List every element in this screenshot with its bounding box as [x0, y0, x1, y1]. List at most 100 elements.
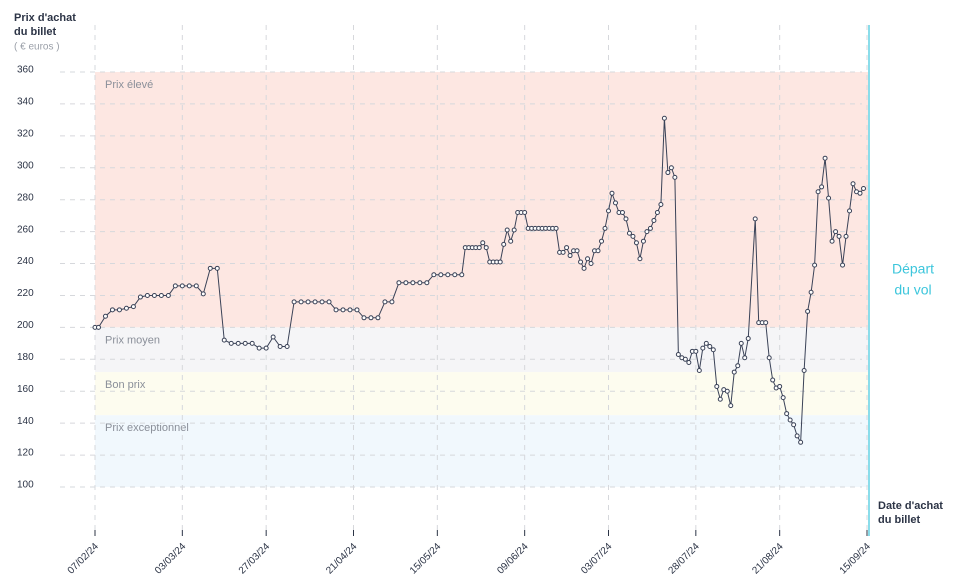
price-point: [780, 395, 786, 401]
price-point: [298, 299, 304, 305]
price-point: [235, 340, 241, 346]
price-point: [763, 320, 769, 326]
price-point: [501, 241, 507, 247]
price-point: [626, 230, 632, 236]
x-tick-label: 15/05/24: [408, 541, 444, 577]
price-point: [312, 299, 318, 305]
price-point: [717, 396, 723, 402]
price-point: [284, 344, 290, 350]
price-point: [585, 256, 591, 262]
price-point: [710, 347, 716, 353]
price-point: [522, 209, 528, 215]
price-point: [675, 352, 681, 358]
price-point: [305, 299, 311, 305]
price-point: [707, 344, 713, 350]
price-point: [200, 291, 206, 297]
x-tick-label: 21/08/24: [750, 541, 786, 577]
band-label: Prix élevé: [105, 79, 153, 91]
price-point: [661, 115, 667, 121]
price-point: [826, 195, 832, 201]
price-point: [847, 208, 853, 214]
price-point: [270, 334, 276, 340]
y-tick-label: 360: [17, 65, 34, 76]
price-point: [693, 348, 699, 354]
y-tick-label: 180: [17, 352, 34, 363]
price-point: [843, 233, 849, 239]
price-point: [777, 383, 783, 389]
y-tick-label: 240: [17, 256, 34, 267]
price-point: [833, 229, 839, 235]
price-point: [791, 422, 797, 428]
price-point: [609, 190, 615, 196]
y-tick-label: 260: [17, 224, 34, 235]
price-point: [431, 272, 437, 278]
y-tick-label: 280: [17, 192, 34, 203]
price-point: [403, 280, 409, 286]
price-band: [95, 327, 868, 373]
price-point: [745, 336, 751, 342]
price-point: [766, 355, 772, 361]
price-point: [560, 249, 566, 255]
y-axis-title: du billet: [14, 26, 57, 38]
x-tick-label: 03/03/24: [153, 541, 189, 577]
price-point: [801, 367, 807, 373]
price-point: [256, 345, 262, 351]
price-point: [504, 227, 510, 233]
price-point: [798, 439, 804, 445]
price-point: [277, 344, 283, 350]
price-point: [445, 272, 451, 278]
price-point: [682, 356, 688, 362]
y-tick-label: 220: [17, 288, 34, 299]
price-point: [123, 305, 129, 311]
price-point: [165, 292, 171, 298]
price-point: [612, 200, 618, 206]
price-point: [396, 280, 402, 286]
y-tick-label: 300: [17, 160, 34, 171]
price-point: [228, 340, 234, 346]
price-band: [95, 372, 868, 416]
price-point: [700, 345, 706, 351]
price-point: [686, 360, 692, 365]
price-point: [207, 265, 213, 271]
price-point: [214, 265, 220, 271]
price-point: [714, 383, 720, 389]
y-tick-label: 120: [17, 448, 34, 459]
price-point: [151, 292, 157, 298]
price-point: [137, 294, 143, 300]
price-point: [326, 299, 332, 305]
price-point: [595, 248, 601, 254]
price-point: [647, 225, 653, 231]
price-point: [291, 299, 297, 305]
price-point: [819, 184, 825, 190]
price-point: [130, 304, 136, 310]
price-point: [497, 259, 503, 265]
price-point: [654, 209, 660, 215]
y-tick-label: 340: [17, 97, 34, 108]
x-tick-label: 09/06/24: [495, 541, 531, 577]
price-point: [574, 248, 580, 254]
price-point: [812, 262, 818, 268]
price-point: [564, 245, 570, 251]
price-point: [840, 262, 846, 268]
price-point: [651, 217, 657, 223]
price-point: [731, 369, 737, 375]
price-point: [836, 233, 842, 239]
price-point: [829, 238, 835, 244]
price-point: [665, 170, 671, 176]
price-point: [658, 201, 664, 207]
price-point: [389, 299, 395, 305]
price-point: [815, 189, 821, 195]
price-point: [668, 165, 674, 171]
x-tick-label: 27/03/24: [237, 541, 273, 577]
y-tick-label: 100: [17, 480, 34, 491]
price-point: [850, 181, 856, 187]
price-point: [193, 283, 199, 289]
price-point: [144, 292, 150, 298]
price-point: [361, 315, 367, 321]
band-label: Bon prix: [105, 379, 146, 391]
price-point: [794, 433, 800, 439]
price-point: [102, 313, 108, 319]
price-point: [186, 283, 192, 289]
band-label: Prix moyen: [105, 334, 160, 346]
